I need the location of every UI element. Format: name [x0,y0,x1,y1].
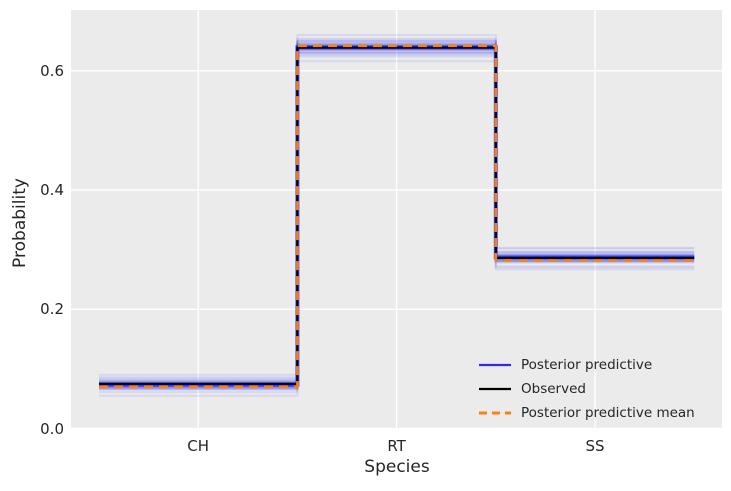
y-tick-label: 0.6 [40,61,64,80]
legend-line-swatch-observed [478,385,512,393]
legend-label: Posterior predictive mean [521,405,695,421]
x-tick-label: SS [585,437,605,455]
legend-item-posterior-predictive-mean: Posterior predictive mean [478,403,695,423]
legend-item-posterior-predictive: Posterior predictive [478,355,695,375]
legend-line-swatch-posterior-predictive [478,361,512,369]
posterior-predictive-sample-line [99,40,695,397]
posterior-predictive-sample-line [99,60,695,384]
y-tick-label: 0.2 [40,300,64,319]
legend: Posterior predictive Observed Posterior … [478,355,695,423]
observed-line [99,46,695,385]
posterior-predictive-sample-line [99,51,695,376]
x-tick-label: RT [387,437,406,455]
posterior-predictive-mean-line [99,44,695,389]
legend-label: Observed [521,381,586,397]
y-tick-label: 0.4 [40,181,64,200]
x-axis-title: Species [364,457,430,477]
legend-line-swatch-posterior-predictive-mean [478,409,512,417]
legend-item-observed: Observed [478,379,695,399]
y-tick-label: 0.0 [40,419,64,438]
y-axis-title: Probability [10,178,30,268]
legend-label: Posterior predictive [521,357,653,373]
posterior-predictive-sample-line [99,48,695,380]
x-tick-label: CH [187,437,210,455]
posterior-predictive-sample-line [99,53,695,383]
